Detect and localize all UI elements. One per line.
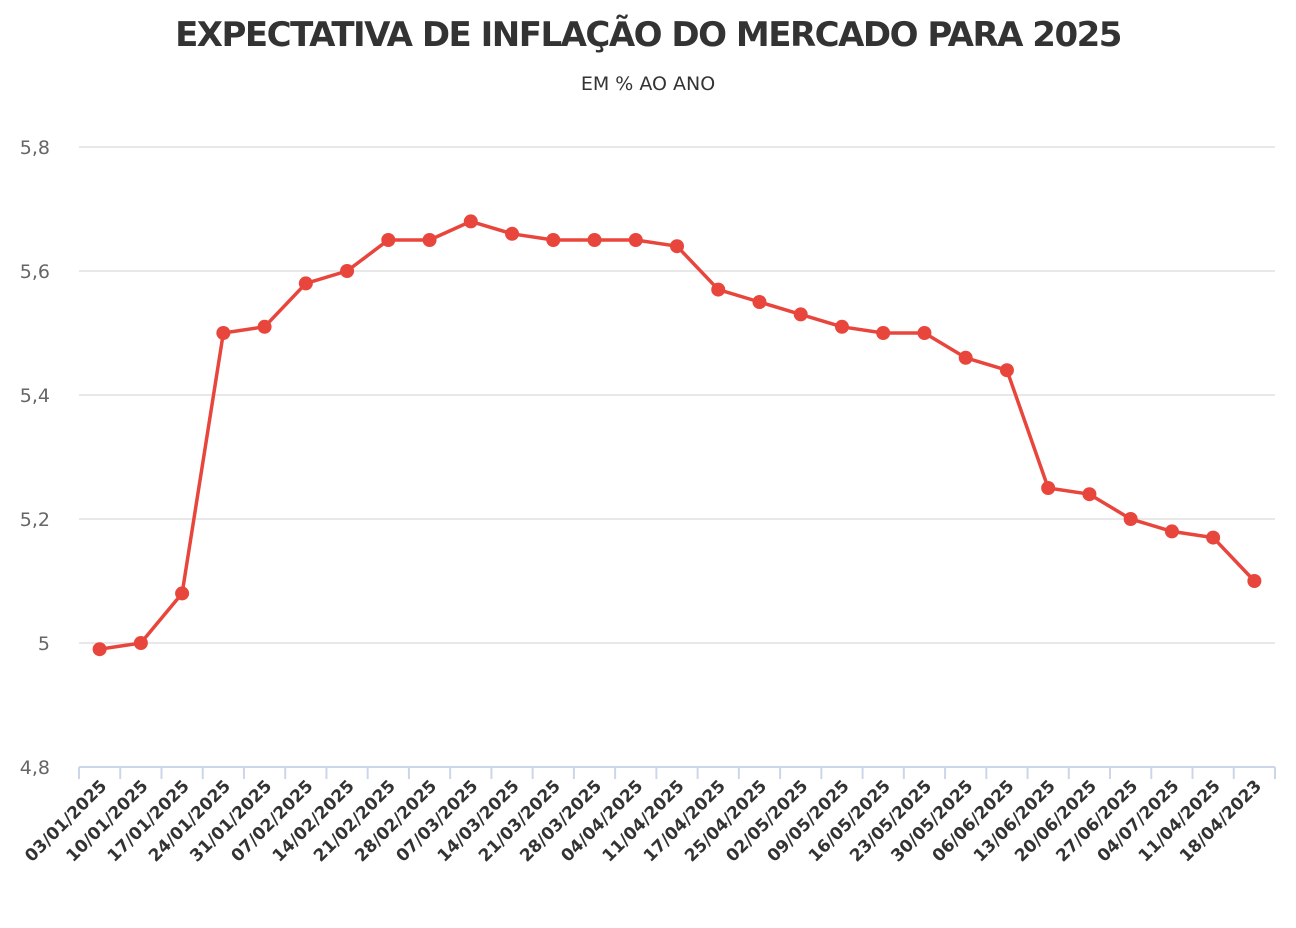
data-point bbox=[175, 586, 190, 601]
data-point bbox=[958, 350, 973, 365]
data-point bbox=[463, 214, 478, 229]
data-point bbox=[834, 319, 849, 334]
series-line bbox=[99, 219, 1256, 651]
chart-title: EXPECTATIVA DE INFLAÇÃO DO MERCADO PARA … bbox=[175, 14, 1121, 55]
chart-subtitle: EM % AO ANO bbox=[581, 73, 715, 95]
data-point bbox=[1164, 524, 1179, 539]
data-point bbox=[216, 326, 231, 340]
data-point bbox=[422, 233, 437, 247]
data-point bbox=[670, 239, 684, 254]
data-point bbox=[92, 642, 107, 657]
data-point bbox=[1041, 481, 1056, 495]
y-tick-label: 5,8 bbox=[20, 137, 50, 159]
data-point bbox=[1247, 574, 1262, 588]
data-point bbox=[999, 363, 1014, 378]
data-point bbox=[298, 276, 313, 291]
y-tick-label: 5,4 bbox=[20, 385, 50, 407]
y-tick-label: 5,6 bbox=[20, 261, 50, 283]
data-point bbox=[546, 233, 561, 247]
data-point bbox=[587, 233, 602, 247]
data-point bbox=[1206, 530, 1221, 545]
data-point bbox=[628, 233, 643, 247]
data-point bbox=[1082, 487, 1097, 502]
y-tick-label: 5,2 bbox=[20, 509, 50, 531]
data-point bbox=[381, 233, 396, 247]
data-point bbox=[793, 307, 808, 322]
data-point bbox=[752, 295, 767, 309]
data-point bbox=[340, 264, 355, 278]
data-point bbox=[1123, 512, 1138, 526]
data-point bbox=[917, 326, 932, 340]
y-tick-label: 4,8 bbox=[20, 757, 50, 779]
data-point bbox=[257, 319, 272, 334]
data-point bbox=[133, 636, 148, 650]
data-point bbox=[711, 282, 726, 297]
data-point bbox=[505, 226, 520, 241]
y-tick-label: 5 bbox=[38, 633, 50, 655]
data-point bbox=[876, 326, 891, 340]
